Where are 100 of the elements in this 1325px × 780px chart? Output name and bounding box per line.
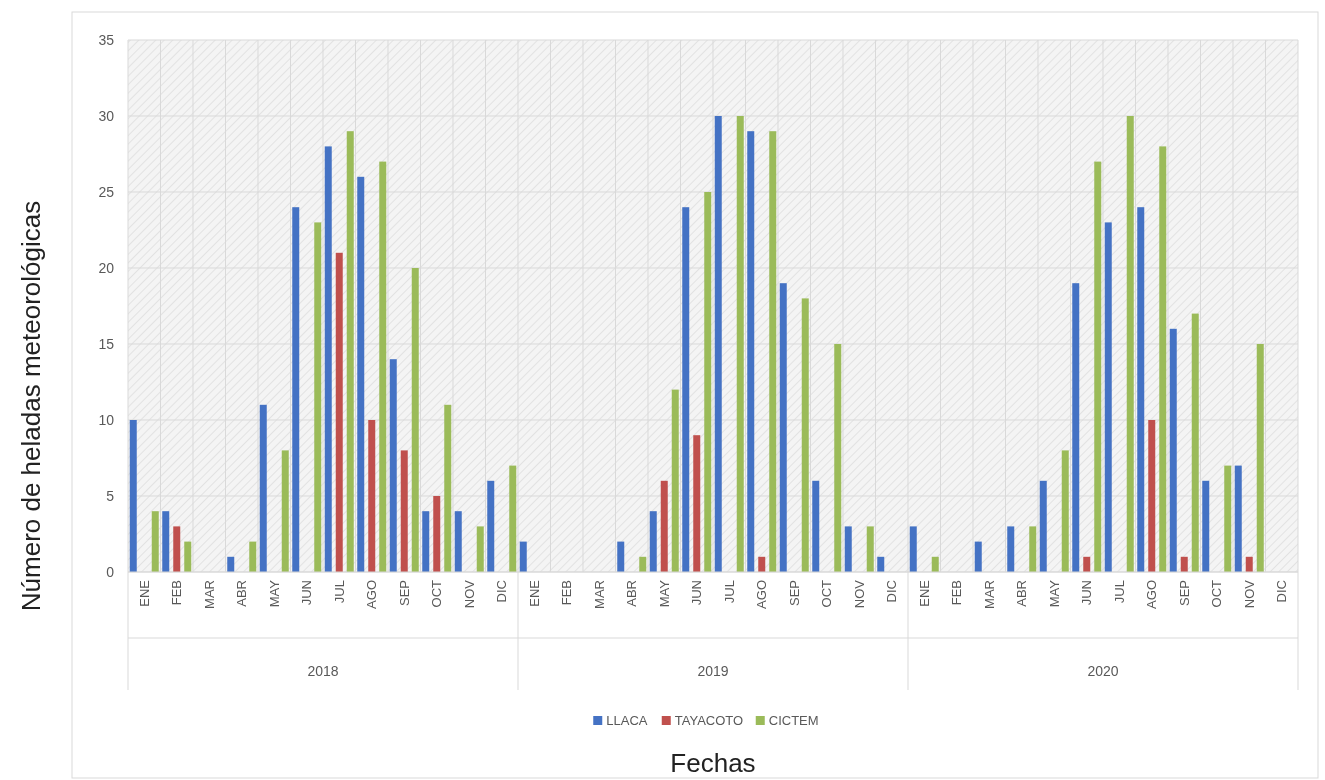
bar xyxy=(314,222,322,572)
bar xyxy=(400,450,408,572)
x-tick-label: FEB xyxy=(169,580,185,606)
x-tick-label: ABR xyxy=(234,580,250,607)
text: Fechas xyxy=(670,748,756,778)
bar xyxy=(433,496,441,572)
bar xyxy=(292,207,300,572)
bar xyxy=(1148,420,1156,572)
bar xyxy=(357,176,365,572)
y-tick-label: 10 xyxy=(98,411,115,428)
x-tick-label: ENE xyxy=(916,579,932,607)
x-tick-label: MAR xyxy=(201,580,217,609)
x-tick-label: MAR xyxy=(591,580,607,609)
bar xyxy=(1191,313,1199,572)
bar xyxy=(747,131,755,572)
bar xyxy=(1072,283,1080,572)
bar xyxy=(617,541,625,572)
bar xyxy=(909,526,917,572)
bar xyxy=(444,404,452,572)
legend-label: CICTEM xyxy=(768,713,819,728)
bar xyxy=(368,420,376,572)
bar xyxy=(1126,116,1134,572)
x-tick-label: JUN xyxy=(299,580,315,606)
bar xyxy=(877,556,885,572)
y-tick-label: 35 xyxy=(98,31,115,48)
x-tick-label: NOV xyxy=(1241,579,1257,609)
text: 2020 xyxy=(1087,663,1119,679)
bar xyxy=(1245,556,1253,572)
bar xyxy=(844,526,852,572)
bar xyxy=(931,556,939,572)
x-tick-label: NOV xyxy=(851,579,867,609)
x-tick-label: AGO xyxy=(1144,580,1160,609)
bar xyxy=(184,541,192,572)
bar xyxy=(834,344,842,572)
bar xyxy=(1159,146,1167,572)
x-tick-label: MAY xyxy=(656,579,672,608)
bar xyxy=(671,389,679,572)
legend-label: TAYACOTO xyxy=(674,713,744,728)
x-tick-label: OCT xyxy=(429,579,445,608)
bar xyxy=(129,420,137,572)
bar xyxy=(1061,450,1069,572)
bar xyxy=(866,526,874,572)
x-tick-label: JUL xyxy=(331,580,347,604)
bar xyxy=(389,359,397,572)
x-tick-label: ENE xyxy=(526,579,542,607)
bar xyxy=(1169,328,1177,572)
bar xyxy=(335,252,343,572)
x-tick-label: ABR xyxy=(1014,580,1030,607)
y-tick-label: 15 xyxy=(98,335,115,352)
bar xyxy=(1094,161,1102,572)
y-axis-title: Número de heladas meteorológicas xyxy=(16,200,46,612)
text: 2019 xyxy=(697,663,729,679)
bar xyxy=(519,541,527,572)
x-tick-label: DIC xyxy=(884,580,900,603)
bar xyxy=(1224,465,1232,572)
x-tick-label: FEB xyxy=(949,580,965,606)
x-tick-label: JUL xyxy=(721,580,737,604)
bar xyxy=(1234,465,1242,572)
bar xyxy=(1039,480,1047,572)
bar xyxy=(454,511,462,572)
bar xyxy=(758,556,766,572)
x-tick-label: SEP xyxy=(1176,580,1192,607)
y-tick-label: 25 xyxy=(98,183,115,200)
bar xyxy=(476,526,484,572)
bar xyxy=(1256,344,1264,572)
x-tick-label: DIC xyxy=(1274,580,1290,603)
x-tick-label: MAY xyxy=(1046,579,1062,608)
x-tick-label: NOV xyxy=(461,579,477,609)
bar xyxy=(1202,480,1210,572)
bar xyxy=(162,511,170,572)
bar xyxy=(714,116,722,572)
bar xyxy=(249,541,257,572)
bar xyxy=(1083,556,1091,572)
x-tick-label: AGO xyxy=(364,580,380,609)
bar xyxy=(1104,222,1112,572)
y-tick-label: 0 xyxy=(106,563,115,580)
bar xyxy=(487,480,495,572)
x-tick-label: SEP xyxy=(396,580,412,607)
legend-label: LLACA xyxy=(606,713,648,728)
x-tick-label: ABR xyxy=(624,580,640,607)
x-tick-label: OCT xyxy=(819,579,835,608)
bar xyxy=(324,146,332,572)
bar xyxy=(346,131,354,572)
bar xyxy=(736,116,744,572)
bar xyxy=(422,511,430,572)
x-tick-label: JUL xyxy=(1111,580,1127,604)
bar xyxy=(1180,556,1188,572)
bar xyxy=(227,556,235,572)
bar xyxy=(379,161,387,572)
x-tick-label: DIC xyxy=(494,580,510,603)
bar xyxy=(411,268,419,572)
bar xyxy=(704,192,712,572)
x-tick-label: OCT xyxy=(1209,579,1225,608)
y-tick-label: 5 xyxy=(106,487,115,504)
x-tick-label: FEB xyxy=(559,580,575,606)
bar xyxy=(779,283,787,572)
text: 2018 xyxy=(307,663,339,679)
bar xyxy=(1137,207,1145,572)
x-tick-label: ENE xyxy=(136,579,152,607)
bar xyxy=(812,480,820,572)
